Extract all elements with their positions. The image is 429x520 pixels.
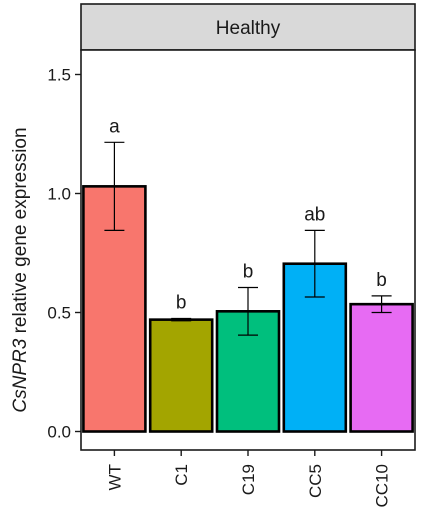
facet-strip — [80, 3, 416, 51]
significance-label: b — [376, 270, 387, 291]
y-axis-label-text: relative gene expression — [10, 127, 31, 338]
y-axis: 0.0 0.5 1.0 1.5 — [47, 66, 81, 442]
x-tick-label: CC10 — [373, 464, 392, 507]
x-tick-label: C1 — [172, 464, 191, 486]
bar — [349, 302, 414, 433]
y-axis-label-gene: CsNPR3 — [10, 338, 31, 412]
significance-label: b — [243, 262, 254, 283]
y-tick-label: 0.5 — [47, 304, 71, 323]
y-tick-label: 0.0 — [47, 423, 71, 442]
x-tick-label: WT — [105, 464, 124, 490]
x-tick-label: C19 — [239, 464, 258, 495]
significance-label: ab — [304, 204, 325, 225]
y-tick-label: 1.0 — [47, 185, 71, 204]
bar — [148, 318, 214, 433]
x-tick-label: CC5 — [306, 464, 325, 498]
significance-label: a — [109, 116, 120, 137]
x-axis: WT C1 C19 CC5 CC10 — [105, 450, 392, 507]
y-tick-label: 1.5 — [47, 66, 71, 85]
facet-strip-title: Healthy — [216, 18, 281, 39]
significance-label: b — [176, 292, 187, 313]
y-axis-label: CsNPR3 relative gene expression — [10, 127, 31, 412]
